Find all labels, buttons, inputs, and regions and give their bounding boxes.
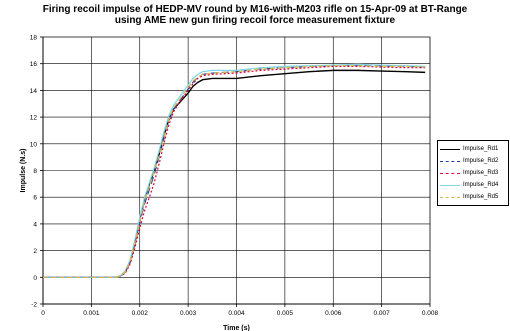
x-tick-label: 0.007 (373, 310, 390, 317)
chart-title-line-1: Firing recoil impulse of HEDP-MV round b… (42, 4, 468, 15)
y-tick-label: 4 (33, 221, 37, 228)
x-axis-label: Time (s) (223, 325, 250, 331)
y-tick-label: 12 (30, 115, 38, 122)
legend-item: Impulse_Rd1 (440, 143, 508, 155)
chart-title-line-2: using AME new gun firing recoil force me… (114, 15, 396, 26)
legend-label: Impulse_Rd5 (463, 194, 499, 200)
series-line-impulse-rd3 (43, 65, 426, 278)
legend-item: Impulse_Rd2 (440, 155, 508, 167)
y-tick-label: -2 (31, 302, 37, 309)
series-line-impulse-rd4 (43, 63, 426, 278)
legend-item: Impulse_Rd3 (440, 167, 508, 179)
y-tick-label: 8 (33, 168, 37, 175)
x-tick-label: 0.008 (422, 310, 439, 317)
x-tick-label: 0.003 (180, 310, 197, 317)
legend-item: Impulse_Rd4 (440, 179, 508, 191)
legend-label: Impulse_Rd4 (463, 182, 499, 188)
y-tick-label: 10 (30, 141, 38, 148)
legend-swatch (440, 184, 460, 186)
y-tick-label: 2 (33, 248, 37, 255)
legend-swatch (440, 148, 460, 150)
x-tick-label: 0.001 (83, 310, 100, 317)
y-axis-label: Impulse (N.s) (20, 149, 27, 193)
legend: Impulse_Rd1 Impulse_Rd2 Impulse_Rd3 Impulse… (437, 140, 509, 206)
x-tick-label: 0.004 (228, 310, 245, 317)
y-tick-label: 6 (33, 195, 37, 202)
series-line-impulse-rd5 (43, 65, 426, 278)
legend-item: Impulse_Rd5 (440, 191, 508, 203)
legend-label: Impulse_Rd2 (463, 158, 499, 164)
y-tick-label: 0 (33, 275, 37, 282)
legend-swatch (440, 172, 460, 174)
legend-label: Impulse_Rd1 (463, 146, 499, 152)
x-tick-label: 0.002 (132, 310, 149, 317)
legend-swatch (440, 160, 460, 162)
x-tick-label: 0 (41, 310, 45, 317)
y-tick-label: 16 (30, 61, 38, 68)
legend-label: Impulse_Rd3 (463, 170, 499, 176)
legend-swatch (440, 196, 460, 198)
y-tick-label: 14 (30, 88, 38, 95)
x-tick-label: 0.005 (277, 310, 294, 317)
y-tick-label: 18 (30, 35, 38, 42)
x-tick-label: 0.006 (325, 310, 342, 317)
